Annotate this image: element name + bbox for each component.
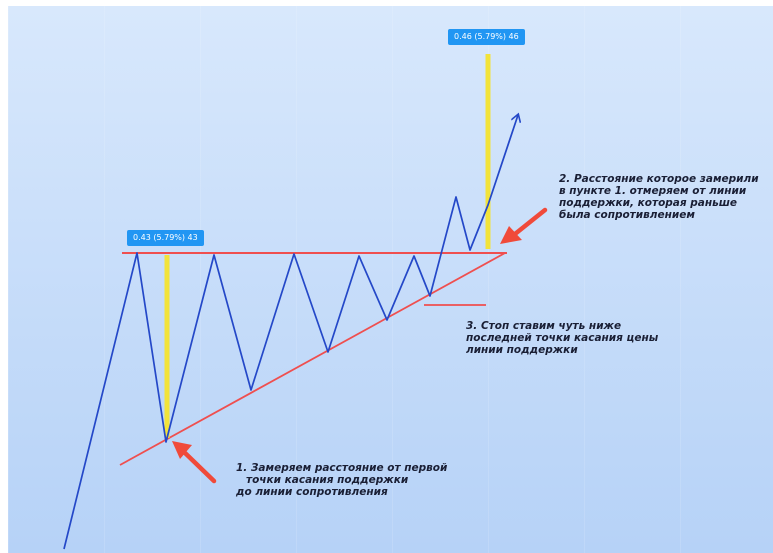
note-1: 1. Замеряем расстояние от первой точки к…	[236, 462, 447, 498]
note-2-line-1: 2. Расстояние которое замерили	[559, 173, 759, 185]
note-2-line-2: в пункте 1. отмеряем от линии	[559, 185, 747, 197]
note-3: 3. Стоп ставим чуть ниже последней точки…	[466, 320, 658, 356]
note-1-line-2: точки касания поддержки	[246, 474, 409, 486]
support-line	[119, 252, 506, 466]
price-line	[63, 115, 518, 550]
chart-background	[8, 6, 773, 553]
note-3-line-2: последней точки касания цены	[466, 332, 659, 344]
note-2-line-4: была сопротивлением	[559, 209, 695, 221]
note-3-line-3: линии поддержки	[466, 344, 578, 356]
note-2: 2. Расстояние которое замерили в пункте …	[559, 173, 759, 221]
arrow-to-first-touch	[172, 441, 217, 484]
note-1-line-3: до линии сопротивления	[236, 486, 388, 498]
note-1-line-1: 1. Замеряем расстояние от первой	[236, 462, 448, 474]
measure-label-left: 0.43 (5.79%) 43	[127, 230, 204, 246]
note-2-line-3: поддержки, которая раньше	[559, 197, 738, 209]
note-3-line-1: 3. Стоп ставим чуть ниже	[466, 320, 622, 332]
measure-label-right: 0.46 (5.79%) 46	[448, 29, 525, 45]
arrow-to-breakout	[500, 207, 548, 244]
